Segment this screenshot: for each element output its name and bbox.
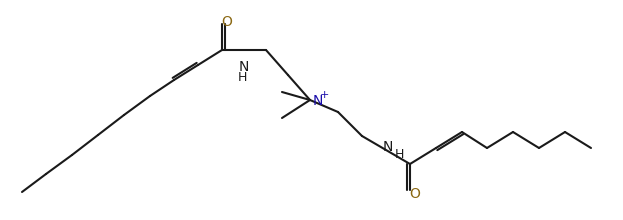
Text: +: + — [320, 90, 329, 100]
Text: O: O — [222, 15, 232, 29]
Text: H: H — [237, 70, 247, 84]
Text: N: N — [313, 94, 323, 108]
Text: N: N — [239, 60, 249, 74]
Text: O: O — [409, 187, 421, 201]
Text: N: N — [383, 140, 393, 154]
Text: H: H — [394, 147, 404, 161]
